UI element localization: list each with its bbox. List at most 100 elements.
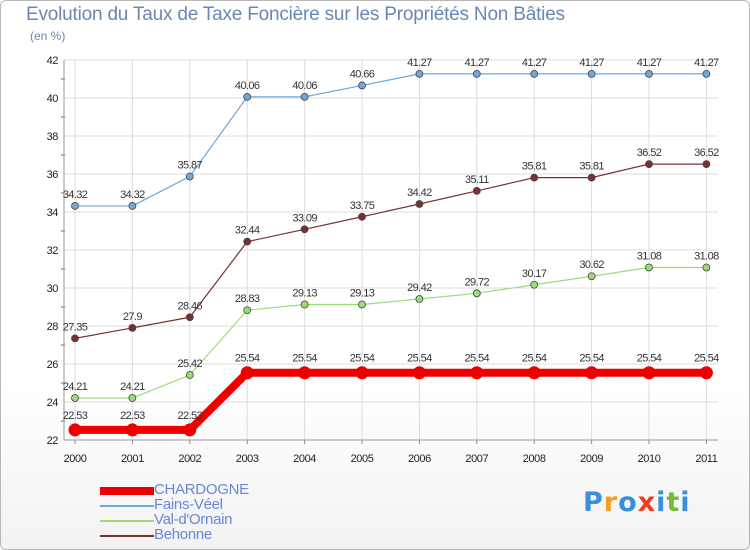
data-label: 25.54	[350, 353, 375, 365]
data-point	[128, 323, 137, 332]
data-point	[243, 306, 252, 315]
x-tick-label: 2001	[121, 453, 144, 465]
logo-letter: i	[680, 487, 691, 518]
data-label: 27.35	[63, 321, 88, 333]
data-point	[298, 366, 312, 380]
data-label: 22.53	[120, 410, 145, 422]
legend-swatch	[100, 520, 154, 522]
data-point	[530, 173, 539, 182]
series-line	[74, 266, 708, 399]
x-tick-label: 2007	[465, 453, 488, 465]
data-label: 35.81	[522, 161, 547, 173]
data-label: 41.27	[522, 57, 547, 69]
series-line	[74, 73, 708, 207]
data-label: 32.44	[235, 225, 260, 237]
data-label: 41.27	[637, 57, 662, 69]
data-label: 40.66	[350, 68, 375, 80]
series-line	[74, 163, 708, 339]
data-label: 40.06	[235, 80, 260, 92]
data-point	[358, 300, 366, 309]
data-point	[702, 160, 711, 169]
series-behonne: 27.35 27.9 28.46 32.44 33.09 33.75 34.42 35.11 3…	[63, 147, 720, 343]
data-point	[587, 69, 596, 78]
data-point	[128, 202, 137, 210]
data-label: 36.52	[694, 147, 719, 159]
x-tick-label: 2003	[236, 453, 259, 465]
logo-letter: x	[637, 487, 657, 518]
legend-label: CHARDOGNE	[154, 481, 249, 498]
data-label: 22.53	[63, 410, 88, 422]
data-label: 33.75	[350, 200, 375, 212]
y-tick-label: 42	[47, 55, 59, 67]
data-point	[243, 92, 252, 101]
data-label: 29.13	[292, 288, 317, 300]
data-label: 27.9	[123, 311, 142, 323]
data-label: 34.32	[63, 189, 88, 201]
data-point	[240, 366, 254, 380]
logo-letter: r	[603, 487, 619, 518]
data-point	[183, 423, 197, 437]
data-label: 24.21	[120, 381, 145, 393]
logo-letter: t	[666, 487, 681, 518]
data-point	[415, 295, 424, 303]
y-tick-label: 26	[47, 359, 59, 371]
data-label: 31.08	[694, 250, 719, 262]
data-point	[71, 334, 79, 343]
data-label: 35.87	[178, 159, 203, 171]
x-tick-label: 2002	[178, 453, 201, 465]
data-point	[125, 423, 139, 437]
series-chardogne: 22.53 22.53 22.53 25.54 25.54 25.54 25.54 25.54…	[63, 353, 720, 437]
data-label: 28.46	[178, 300, 203, 312]
logo-letter: P	[583, 487, 604, 518]
data-label: 34.42	[407, 187, 432, 199]
data-point	[645, 69, 653, 78]
data-point	[358, 81, 366, 90]
legend-swatch	[100, 535, 154, 537]
data-label: 40.06	[292, 80, 317, 92]
series-fains-v-el: 34.32 34.32 35.87 40.06 40.06 40.66 41.27 41.27…	[63, 57, 720, 210]
data-point	[530, 69, 539, 78]
data-point	[527, 366, 541, 380]
data-label: 36.52	[637, 147, 662, 159]
x-tick-label: 2010	[638, 453, 661, 465]
data-label: 33.09	[292, 212, 317, 224]
data-point	[699, 366, 713, 380]
data-point	[645, 160, 653, 169]
data-point	[355, 366, 369, 380]
data-label: 29.13	[350, 288, 375, 300]
series-line	[71, 368, 711, 434]
data-point	[243, 237, 252, 246]
data-label: 41.27	[579, 57, 604, 69]
x-tick-label: 2008	[523, 453, 546, 465]
logo-letter: o	[618, 487, 638, 518]
data-point	[472, 289, 481, 298]
data-point	[128, 394, 137, 402]
y-tick-label: 30	[47, 283, 59, 295]
data-label: 22.53	[178, 410, 203, 422]
logo-letter: i	[656, 487, 667, 518]
data-point	[702, 263, 711, 272]
y-tick-label: 36	[47, 169, 59, 181]
data-point	[300, 92, 309, 101]
data-label: 41.27	[407, 57, 432, 69]
y-tick-label: 28	[47, 321, 59, 333]
data-point	[415, 200, 424, 208]
data-label: 30.62	[579, 259, 604, 271]
data-point	[642, 366, 656, 380]
data-label: 25.54	[694, 353, 719, 365]
data-point	[587, 272, 596, 281]
data-label: 25.54	[235, 353, 260, 365]
data-point	[702, 69, 711, 78]
data-label: 35.81	[579, 161, 604, 173]
data-point	[470, 366, 484, 380]
x-tick-label: 2009	[580, 453, 603, 465]
data-label: 28.83	[235, 293, 260, 305]
x-tick-label: 2006	[408, 453, 431, 465]
data-point	[415, 69, 424, 78]
series-val-d-ornain: 24.21 24.21 25.42 28.83 29.13 29.13 29.42 29.72…	[63, 250, 720, 402]
data-label: 25.54	[407, 353, 432, 365]
chart-title: Evolution du Taux de Taxe Foncière sur l…	[26, 4, 565, 25]
data-point	[645, 263, 653, 272]
y-tick-label: 38	[47, 131, 59, 143]
data-point	[185, 313, 194, 322]
